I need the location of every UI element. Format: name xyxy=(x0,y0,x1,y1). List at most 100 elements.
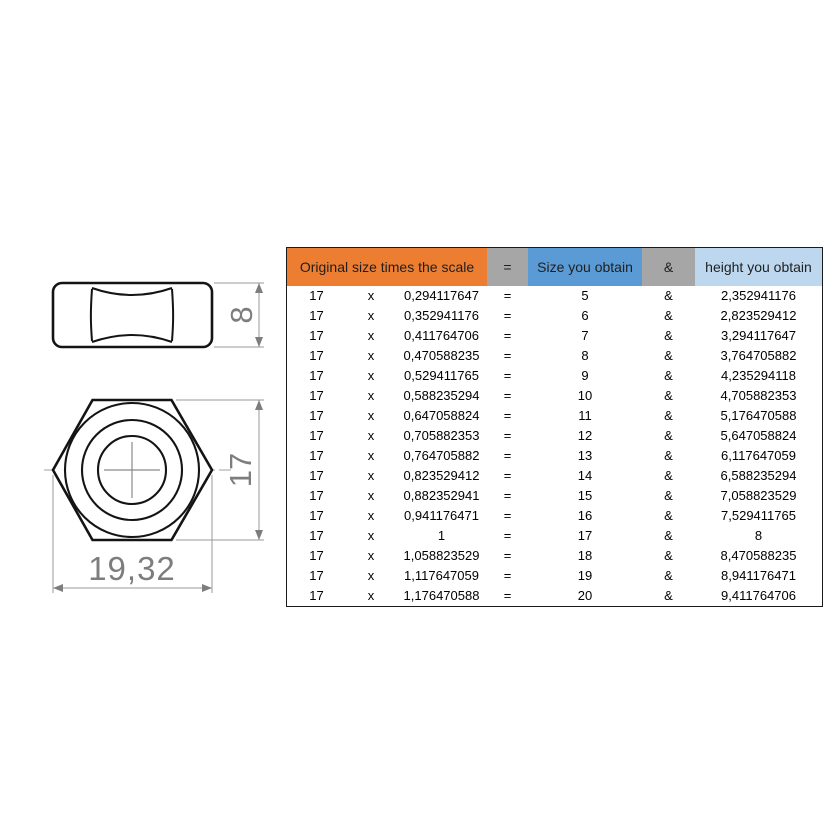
cell-multiply-operator: x xyxy=(367,328,375,343)
cell-equals-sign: = xyxy=(503,448,512,463)
cell-size-obtained: 7 xyxy=(581,328,589,343)
cell-height-obtained: 8,470588235 xyxy=(720,548,797,563)
cell-original-size: 17 xyxy=(309,368,324,383)
cell-scale-factor: 1,176470588 xyxy=(403,588,480,603)
cell-scale-factor: 0,647058824 xyxy=(403,408,480,423)
cell-equals-sign: = xyxy=(503,348,512,363)
cell-scale-factor: 1 xyxy=(437,528,446,543)
cell-size-obtained: 6 xyxy=(581,308,589,323)
bore-circle xyxy=(96,434,168,506)
cell-multiply-operator: x xyxy=(367,448,375,463)
cell-original-size: 17 xyxy=(309,288,324,303)
cell-equals-sign: = xyxy=(503,588,512,603)
header-size-you-obtain: Size you obtain xyxy=(528,248,642,286)
cell-height-obtained: 4,235294118 xyxy=(721,368,796,383)
cell-ampersand: & xyxy=(664,568,673,583)
cell-height-obtained: 6,117647059 xyxy=(721,448,796,463)
table-row: 17 x 1,058823529 = 18 & 8,470588235 xyxy=(287,546,822,566)
cell-height-obtained: 6,588235294 xyxy=(720,468,797,483)
header-height-you-obtain: height you obtain xyxy=(695,248,822,286)
cell-equals-sign: = xyxy=(503,288,512,303)
cell-ampersand: & xyxy=(664,308,673,323)
cell-original-size: 17 xyxy=(309,528,324,543)
table-row: 17 x 0,411764706 = 7 & 3,294117647 xyxy=(287,326,822,346)
cell-scale-factor: 0,823529412 xyxy=(403,468,480,483)
cell-ampersand: & xyxy=(664,408,673,423)
cell-scale-factor: 1,058823529 xyxy=(403,548,480,563)
cell-ampersand: & xyxy=(664,388,673,403)
cell-height-obtained: 5,176470588 xyxy=(720,408,797,423)
table-row: 17 x 0,294117647 = 5 & 2,352941176 xyxy=(287,286,822,306)
table-row: 17 x 0,588235294 = 10 & 4,705882353 xyxy=(287,386,822,406)
scale-conversion-table: Original size times the scale = Size you… xyxy=(286,247,823,607)
cell-multiply-operator: x xyxy=(367,548,375,563)
cell-ampersand: & xyxy=(664,528,673,543)
cell-ampersand: & xyxy=(664,488,673,503)
cell-multiply-operator: x xyxy=(367,508,375,523)
cell-multiply-operator: x xyxy=(367,568,375,583)
table-row: 17 x 1,176470588 = 20 & 9,411764706 xyxy=(287,586,822,606)
cell-size-obtained: 5 xyxy=(581,288,589,303)
cell-ampersand: & xyxy=(664,328,673,343)
cell-size-obtained: 12 xyxy=(577,428,593,443)
cell-equals-sign: = xyxy=(503,388,512,403)
cell-height-obtained: 3,764705882 xyxy=(720,348,797,363)
cell-size-obtained: 8 xyxy=(581,348,589,363)
table-row: 17 x 0,705882353 = 12 & 5,647058824 xyxy=(287,426,822,446)
cell-ampersand: & xyxy=(664,348,673,363)
cell-height-obtained: 2,823529412 xyxy=(720,308,797,323)
cell-original-size: 17 xyxy=(309,388,324,403)
table-row: 17 x 0,941176471 = 16 & 7,529411765 xyxy=(287,506,822,526)
cell-ampersand: & xyxy=(664,428,673,443)
cell-size-obtained: 14 xyxy=(577,468,593,483)
cell-multiply-operator: x xyxy=(367,288,375,303)
cell-original-size: 17 xyxy=(309,428,324,443)
table-row: 17 x 0,823529412 = 14 & 6,588235294 xyxy=(287,466,822,486)
cell-ampersand: & xyxy=(664,288,673,303)
dimension-across-corners-19-32: 19,32 xyxy=(52,475,213,593)
cell-equals-sign: = xyxy=(503,508,512,523)
cell-scale-factor: 0,411764706 xyxy=(404,328,479,343)
cell-scale-factor: 0,470588235 xyxy=(403,348,480,363)
cell-original-size: 17 xyxy=(309,568,324,583)
cell-size-obtained: 10 xyxy=(577,388,593,403)
chamfer-circle xyxy=(63,401,201,539)
cell-multiply-operator: x xyxy=(367,488,375,503)
cell-scale-factor: 1,117647059 xyxy=(404,568,479,583)
header-equals: = xyxy=(487,248,528,286)
cell-equals-sign: = xyxy=(503,428,512,443)
cell-ampersand: & xyxy=(664,368,673,383)
cell-multiply-operator: x xyxy=(367,348,375,363)
cell-original-size: 17 xyxy=(309,548,324,563)
cell-multiply-operator: x xyxy=(367,428,375,443)
cell-scale-factor: 0,941176471 xyxy=(404,508,479,523)
cell-height-obtained: 2,352941176 xyxy=(721,288,796,303)
cell-equals-sign: = xyxy=(503,328,512,343)
table-row: 17 x 1 = 17 & 8 xyxy=(287,526,822,546)
cell-equals-sign: = xyxy=(503,468,512,483)
cell-scale-factor: 0,294117647 xyxy=(404,288,479,303)
cell-size-obtained: 19 xyxy=(577,568,593,583)
cell-scale-factor: 0,705882353 xyxy=(403,428,480,443)
cell-multiply-operator: x xyxy=(367,368,375,383)
cell-equals-sign: = xyxy=(503,528,512,543)
thread-circle xyxy=(80,418,184,522)
cell-multiply-operator: x xyxy=(367,528,375,543)
cell-size-obtained: 17 xyxy=(577,528,593,543)
cell-height-obtained: 7,529411765 xyxy=(721,508,796,523)
cell-equals-sign: = xyxy=(503,488,512,503)
cell-size-obtained: 13 xyxy=(577,448,593,463)
cell-original-size: 17 xyxy=(309,468,324,483)
cell-size-obtained: 16 xyxy=(577,508,593,523)
cell-size-obtained: 18 xyxy=(577,548,593,563)
cell-equals-sign: = xyxy=(503,308,512,323)
cell-scale-factor: 0,764705882 xyxy=(403,448,480,463)
cell-equals-sign: = xyxy=(503,568,512,583)
cell-size-obtained: 11 xyxy=(578,408,592,423)
dim-label-8: 8 xyxy=(224,306,259,323)
nut-top-view xyxy=(44,398,231,542)
dimension-height-8: 8 xyxy=(214,282,264,348)
table-row: 17 x 0,764705882 = 13 & 6,117647059 xyxy=(287,446,822,466)
cell-equals-sign: = xyxy=(503,548,512,563)
